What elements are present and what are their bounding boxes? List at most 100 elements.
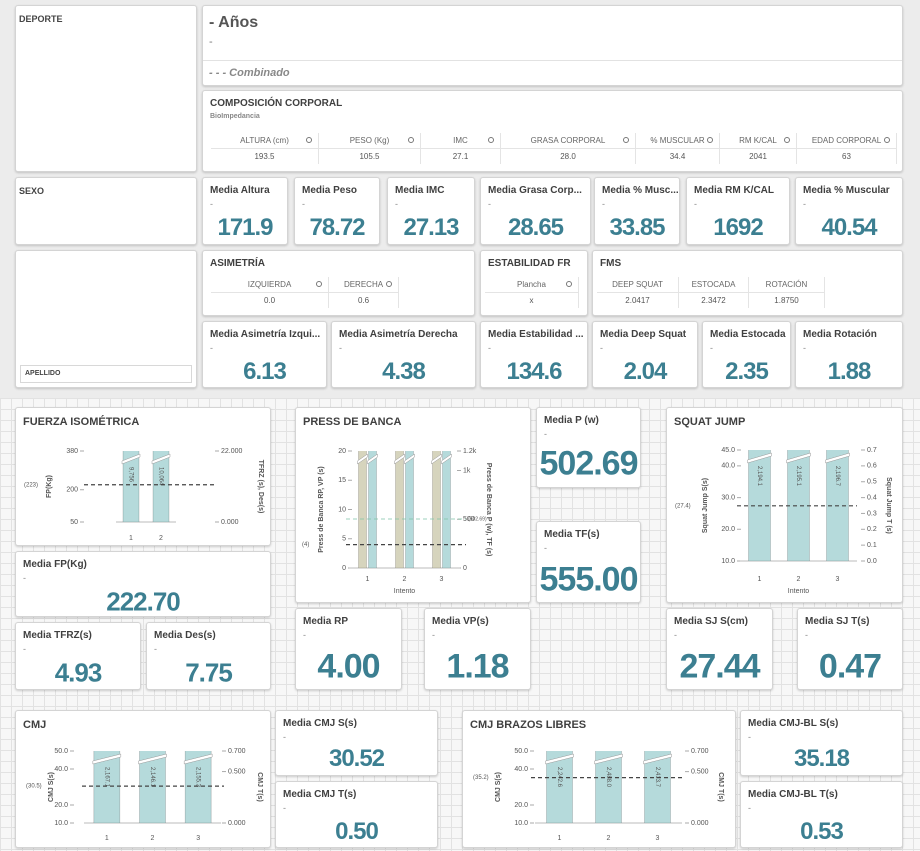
kpi-card: Media IMC -27.13: [387, 177, 475, 245]
kpi-card: Media VP(s) - 1.18: [424, 608, 531, 690]
bars: [546, 751, 671, 823]
column-value: 193.5: [254, 152, 275, 161]
kpi-value: 555.00: [539, 560, 639, 599]
y2-tick-label: 500: [463, 516, 475, 523]
table-column[interactable]: DERECHA 0.6: [329, 277, 399, 308]
y2-tick-label: 0.2: [867, 526, 877, 533]
table-column[interactable]: ALTURA (cm) 193.5: [211, 133, 319, 164]
y-axis-title: Press de Banca RP, VP (s): [318, 466, 325, 553]
kpi-subtitle: -: [210, 343, 213, 353]
table-column[interactable]: EDAD CORPORAL 63: [797, 133, 897, 164]
bar-break: [786, 452, 811, 464]
table: DEEP SQUAT 2.0417 ESTOCADA 2.3472 ROTACIÓN 1.…: [597, 277, 825, 308]
table-column[interactable]: ESTOCADA 2.3472: [679, 277, 749, 308]
chart: 50 200 380 0.000 22.000 FP(Kg) TFRZ (s), Des(s…: [24, 448, 264, 542]
kpi-subtitle: -: [23, 644, 26, 654]
kpi-title: Media Deep Squat: [600, 329, 687, 340]
kpi-title: Media FP(Kg): [23, 559, 87, 570]
column-value: 27.1: [452, 152, 469, 161]
kpi-title: Media Asimetría Izqui...: [210, 329, 321, 340]
table: Plancha x: [485, 277, 579, 308]
y2-axis-title: CMJ T(s): [256, 772, 263, 802]
kpi-title: Media Estabilidad ...: [488, 329, 584, 340]
kpi-card: Media SJ T(s) -0.47: [797, 608, 903, 690]
bar-break: [747, 452, 772, 464]
kpi-card: Media Altura -171.9: [202, 177, 288, 245]
y2-tick-label: 0.500: [691, 768, 709, 775]
bar-break: [357, 453, 368, 465]
table-column[interactable]: Plancha x: [485, 277, 579, 308]
y-tick-label: 10.0: [54, 820, 68, 827]
y-tick-label: 380: [66, 448, 78, 455]
kpi-value: 171.9: [217, 214, 273, 241]
y2-tick-label: 0.700: [228, 748, 246, 755]
table-title: COMPOSICIÓN CORPORAL: [210, 98, 343, 109]
table-column[interactable]: DEEP SQUAT 2.0417: [597, 277, 679, 308]
kpi-card: Media Des(s) - 7.75: [146, 622, 271, 690]
bar: [405, 451, 414, 568]
y-axis-title: CMJ S(s): [48, 772, 55, 802]
bars: [122, 451, 170, 522]
kpi-card: Media Estocada - 2.35: [702, 321, 791, 388]
table-title: ASIMETRÍA: [210, 258, 265, 269]
kpi-value: 4.00: [317, 647, 380, 686]
chart: 10.0 20.0 30.0 40.0 45.0 0.0 0.1 0.2 0.3 0.4 0.5 0.…: [675, 447, 892, 595]
column-header: GRASA CORPORAL: [501, 133, 635, 149]
column-header: % MUSCULAR: [636, 133, 719, 149]
kpi-subtitle: -: [23, 573, 26, 583]
kpi-card: Media P (w) - 502.69: [536, 407, 641, 488]
table-subtitle: BioImpedancia: [210, 113, 260, 120]
kpi-value: 40.54: [821, 214, 877, 241]
bar: [787, 450, 810, 561]
kpi-value: 6.13: [243, 358, 287, 385]
table-column[interactable]: RM K/CAL 2041: [720, 133, 797, 164]
chart-title: CMJ: [23, 719, 47, 731]
kpi-card: Media Deep Squat - 2.04: [592, 321, 698, 388]
table-column[interactable]: % MUSCULAR 34.4: [636, 133, 720, 164]
divider: [203, 60, 902, 61]
bar: [93, 751, 121, 823]
kpi-title: Media IMC: [395, 185, 445, 196]
table-column[interactable]: IMC 27.1: [421, 133, 501, 164]
bar-break: [151, 453, 171, 465]
table-column[interactable]: PESO (Kg) 105.5: [319, 133, 421, 164]
column-header: ROTACIÓN: [749, 277, 824, 293]
y2-axis-title: CMJ T(s): [717, 772, 724, 802]
y-tick-label: 40.0: [514, 766, 528, 773]
kpi-subtitle: -: [674, 630, 677, 640]
kpi-subtitle: -: [803, 343, 806, 353]
x-tick-label: 3: [836, 576, 840, 583]
filter-pane[interactable]: SEXO: [15, 177, 197, 245]
filter-pane[interactable]: APELLIDO: [15, 250, 197, 388]
table-column[interactable]: IZQUIERDA 0.0: [211, 277, 329, 308]
header-panel: - Años - - - - Combinado: [202, 5, 903, 86]
y2-tick-label: 0.5: [867, 479, 877, 486]
kpi-subtitle: -: [302, 199, 305, 209]
y2-tick-label: 0.4: [867, 494, 877, 501]
filter-title[interactable]: APELLIDO: [20, 365, 192, 383]
kpi-title: Media Grasa Corp...: [488, 185, 582, 196]
filter-pane[interactable]: DEPORTE: [15, 5, 197, 172]
kpi-value: 134.6: [506, 358, 562, 385]
x-tick-label: 3: [440, 576, 444, 583]
kpi-card: Media % Musc... -33.85: [594, 177, 680, 245]
kpi-subtitle: -: [488, 199, 491, 209]
y-tick-label: 15: [338, 477, 346, 484]
table-panel: ESTABILIDAD FR Plancha x: [480, 250, 588, 316]
kpi-title: Media CMJ S(s): [283, 718, 357, 729]
kpi-title: Media % Musc...: [602, 185, 679, 196]
x-tick-label: 3: [656, 835, 660, 842]
table-column[interactable]: GRASA CORPORAL 28.0: [501, 133, 636, 164]
kpi-card: Media TF(s) - 555.00: [536, 521, 641, 603]
y-tick-label: 10.0: [514, 820, 528, 827]
x-tick-label: 1: [366, 576, 370, 583]
kpi-title: Media P (w): [544, 415, 599, 426]
column-header: RM K/CAL: [720, 133, 796, 149]
column-value: 63: [842, 152, 851, 161]
table: IZQUIERDA 0.0 DERECHA 0.6: [211, 277, 399, 308]
table-column[interactable]: ROTACIÓN 1.8750: [749, 277, 825, 308]
kpi-card: Media RP - 4.00: [295, 608, 402, 690]
kpi-value: 27.44: [679, 647, 760, 686]
filter-title: DEPORTE: [19, 14, 63, 24]
kpi-card: Media Estabilidad ... - 134.6: [480, 321, 588, 388]
